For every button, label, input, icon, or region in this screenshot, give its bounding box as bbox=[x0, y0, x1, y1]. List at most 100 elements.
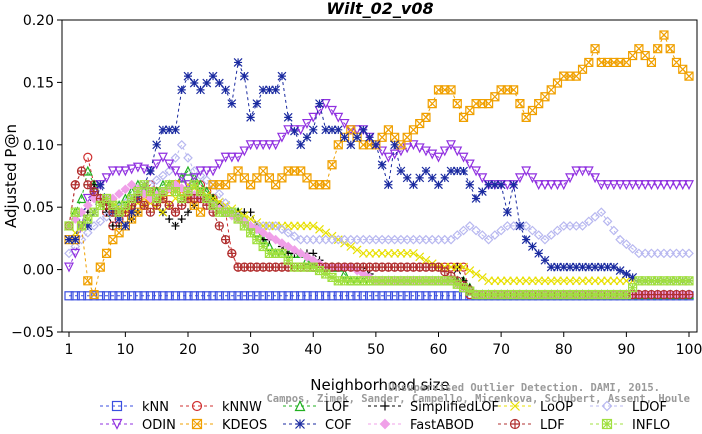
point-marker-inner bbox=[502, 290, 512, 299]
point-marker bbox=[659, 248, 669, 259]
point-marker bbox=[558, 221, 569, 231]
point-marker-inner bbox=[434, 263, 443, 272]
point-marker-inner bbox=[308, 262, 318, 272]
legend-label: LDF bbox=[540, 418, 565, 433]
point-marker bbox=[226, 152, 237, 163]
point-marker bbox=[446, 85, 456, 95]
point-marker bbox=[665, 180, 676, 191]
point-marker bbox=[596, 207, 607, 218]
point-marker bbox=[70, 235, 80, 245]
point-marker-inner bbox=[139, 180, 149, 190]
point-marker bbox=[208, 291, 218, 301]
point-marker bbox=[233, 58, 243, 67]
point-marker-inner bbox=[685, 290, 693, 299]
point-marker bbox=[83, 291, 93, 301]
point-marker bbox=[364, 234, 375, 245]
point-marker bbox=[114, 189, 124, 199]
point-marker bbox=[402, 173, 412, 183]
point-marker-inner bbox=[672, 276, 681, 286]
legend-label: COF bbox=[325, 418, 352, 433]
point-marker-inner bbox=[415, 276, 425, 286]
point-marker bbox=[602, 216, 613, 227]
point-marker bbox=[70, 291, 80, 301]
point-marker bbox=[251, 140, 262, 151]
point-marker bbox=[377, 132, 387, 142]
point-marker bbox=[245, 140, 256, 151]
x-tick-label: 80 bbox=[555, 342, 573, 358]
point-marker bbox=[302, 132, 312, 142]
point-marker-inner bbox=[510, 419, 520, 429]
point-marker bbox=[202, 291, 212, 301]
point-marker bbox=[459, 166, 468, 176]
point-marker bbox=[358, 125, 368, 135]
point-marker bbox=[409, 180, 418, 190]
legend-label: LDOF bbox=[632, 400, 667, 415]
point-marker bbox=[565, 173, 575, 184]
point-marker bbox=[227, 291, 237, 301]
point-marker bbox=[515, 99, 525, 109]
point-marker bbox=[202, 78, 212, 88]
point-marker bbox=[296, 221, 306, 231]
point-marker bbox=[471, 166, 482, 177]
point-marker bbox=[189, 78, 199, 88]
point-marker bbox=[502, 180, 513, 191]
point-marker bbox=[528, 242, 537, 251]
point-marker-inner bbox=[634, 276, 644, 286]
point-marker-inner bbox=[515, 290, 525, 299]
point-marker bbox=[302, 234, 312, 245]
point-marker bbox=[295, 248, 306, 259]
point-marker bbox=[308, 112, 319, 123]
point-marker bbox=[383, 152, 394, 163]
point-marker-inner bbox=[83, 180, 92, 189]
point-marker-inner bbox=[540, 290, 550, 299]
point-marker bbox=[365, 248, 375, 258]
legend-label: kNN bbox=[142, 400, 169, 415]
point-marker bbox=[371, 140, 381, 150]
point-marker bbox=[214, 78, 224, 88]
point-marker bbox=[590, 44, 600, 54]
point-marker-inner bbox=[490, 290, 500, 299]
point-marker bbox=[176, 139, 187, 150]
point-marker bbox=[415, 252, 425, 262]
point-marker bbox=[346, 140, 356, 150]
point-marker bbox=[114, 166, 125, 177]
point-marker bbox=[590, 173, 601, 184]
point-marker bbox=[402, 248, 412, 258]
x-tick-label: 20 bbox=[179, 342, 197, 358]
point-marker bbox=[627, 180, 638, 191]
point-marker bbox=[296, 140, 306, 150]
point-marker bbox=[333, 234, 344, 245]
point-marker-inner bbox=[196, 187, 205, 197]
point-marker bbox=[427, 149, 438, 160]
point-marker bbox=[464, 159, 475, 170]
point-marker bbox=[383, 248, 393, 258]
series-layer bbox=[64, 30, 694, 301]
point-marker bbox=[383, 180, 393, 190]
point-marker bbox=[583, 166, 594, 177]
point-marker bbox=[214, 159, 225, 170]
point-marker-inner bbox=[102, 194, 112, 203]
point-marker-inner bbox=[452, 279, 462, 289]
point-marker bbox=[152, 140, 162, 150]
point-marker bbox=[396, 291, 406, 301]
legend-label: FastABOD bbox=[410, 418, 474, 433]
point-marker bbox=[377, 234, 387, 245]
point-marker-inner bbox=[302, 262, 312, 272]
point-marker bbox=[352, 132, 362, 142]
point-marker bbox=[627, 243, 638, 254]
point-marker bbox=[390, 140, 400, 150]
point-marker bbox=[646, 248, 657, 259]
point-marker bbox=[191, 418, 203, 430]
point-marker bbox=[396, 166, 406, 176]
legend-label: LOF bbox=[325, 400, 350, 415]
point-marker-inner bbox=[396, 276, 406, 286]
point-marker bbox=[132, 162, 143, 173]
point-marker bbox=[533, 180, 544, 191]
point-marker bbox=[127, 291, 137, 301]
point-marker bbox=[514, 173, 525, 184]
point-marker bbox=[502, 207, 512, 217]
legend-item-ldf: LDF bbox=[498, 418, 565, 433]
point-marker-inner bbox=[484, 290, 494, 299]
series-inflo bbox=[64, 180, 694, 300]
point-marker bbox=[183, 291, 193, 301]
